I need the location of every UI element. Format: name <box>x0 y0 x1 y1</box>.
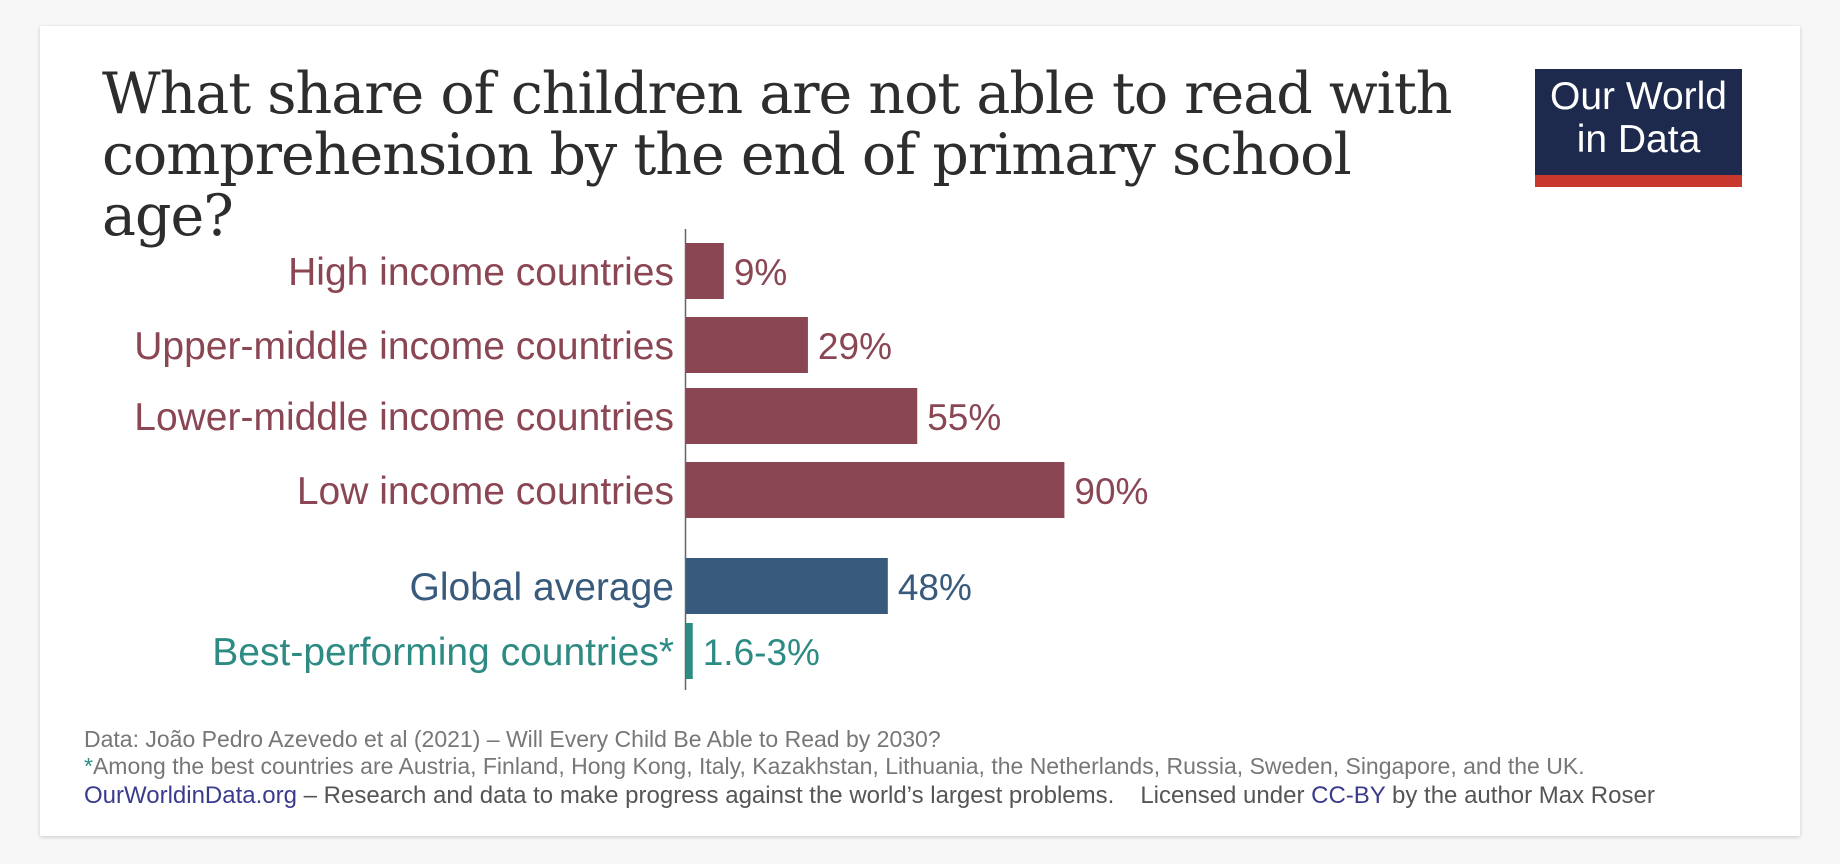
license-link[interactable]: CC-BY <box>1311 782 1386 809</box>
bar-lower-middle-income-countries <box>686 388 918 444</box>
value-label-global-average: 48% <box>898 567 972 608</box>
logo-text: Our World in Data <box>1535 75 1742 161</box>
chart-card: What share of children are not able to r… <box>40 26 1800 836</box>
bar-upper-middle-income-countries <box>686 317 808 373</box>
tagline-text: – Research and data to make progress aga… <box>296 782 1115 809</box>
logo-line-2: in Data <box>1576 118 1701 161</box>
value-label-low-income-countries: 90% <box>1074 471 1148 512</box>
license-prefix: Licensed under <box>1140 782 1312 809</box>
logo-line-1: Our World <box>1550 75 1727 118</box>
source-note: Data: João Pedro Azevedo et al (2021) – … <box>84 726 941 752</box>
category-label-high-income-countries: High income countries <box>288 251 674 294</box>
value-label-high-income-countries: 9% <box>734 252 787 293</box>
category-label-best-performing-countries: Best-performing countries* <box>212 631 674 674</box>
value-label-lower-middle-income-countries: 55% <box>927 397 1001 438</box>
site-link[interactable]: OurWorldinData.org <box>84 782 297 809</box>
category-label-upper-middle-income-countries: Upper-middle income countries <box>134 325 674 368</box>
bar-low-income-countries <box>686 462 1065 518</box>
footer-tagline: OurWorldinData.org – Research and data t… <box>84 782 1784 810</box>
chart-title: What share of children are not able to r… <box>102 61 1453 249</box>
bar-chart: High income countries 9% Upper-middle inco… <box>134 229 1148 690</box>
bar-high-income-countries <box>686 243 724 299</box>
owid-logo[interactable]: Our World in Data <box>1535 69 1742 187</box>
bar-best-performing-countries <box>686 623 693 679</box>
category-label-lower-middle-income-countries: Lower-middle income countries <box>134 396 674 439</box>
footnote-text: Among the best countries are Austria, Fi… <box>92 753 1585 779</box>
category-label-global-average: Global average <box>409 566 674 609</box>
category-label-low-income-countries: Low income countries <box>297 470 674 513</box>
footnote: *Among the best countries are Austria, F… <box>84 753 1784 780</box>
license-suffix: by the author Max Roser <box>1385 782 1655 809</box>
bar-global-average <box>686 558 888 614</box>
logo-stripe <box>1535 175 1742 187</box>
license-text: Licensed under CC-BY by the author Max R… <box>1140 782 1655 809</box>
footnote-asterisk: * <box>84 753 93 779</box>
value-label-upper-middle-income-countries: 29% <box>818 326 892 367</box>
value-label-best-performing-countries: 1.6-3% <box>703 632 820 673</box>
